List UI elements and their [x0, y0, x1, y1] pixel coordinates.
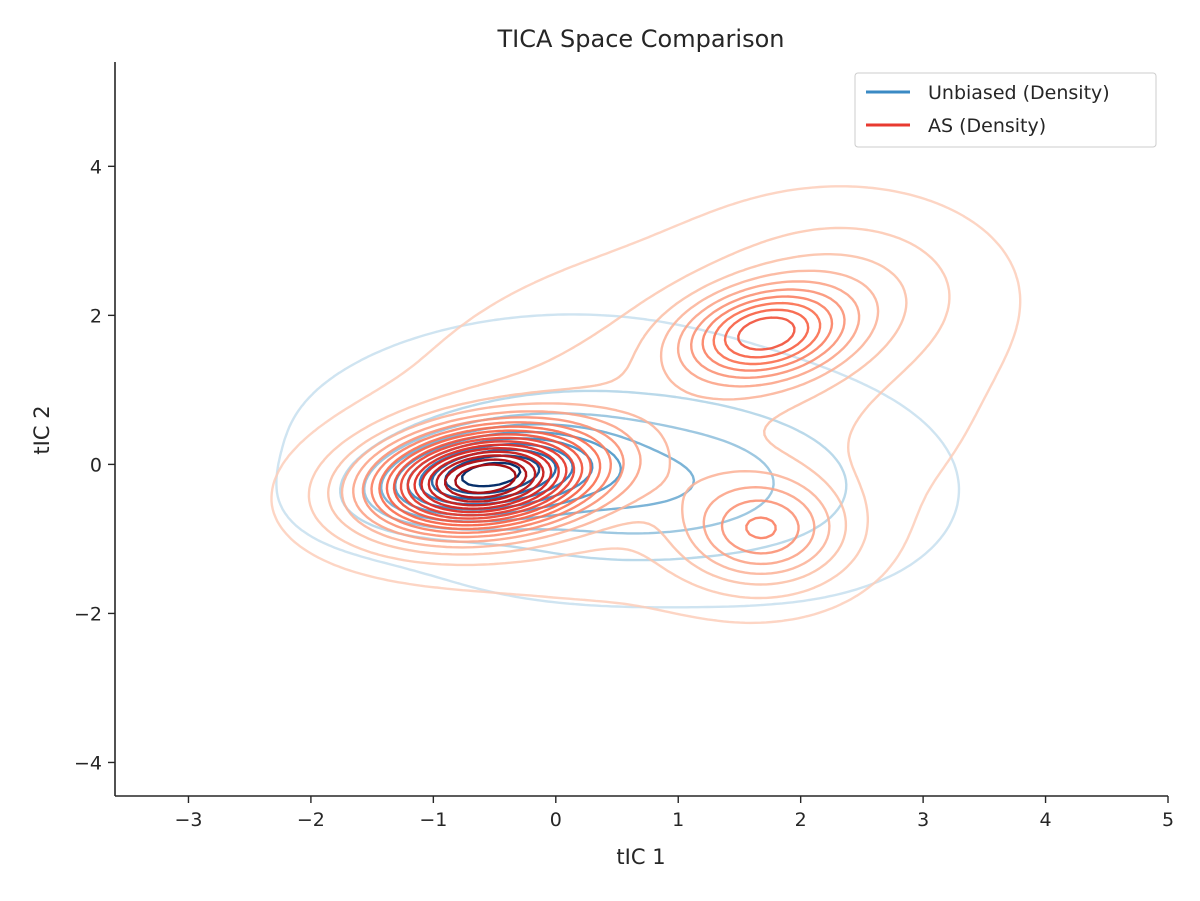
- contour-level: [406, 440, 568, 517]
- contour-level: [363, 412, 775, 535]
- y-ticks: −4 −2 0 2 4: [74, 156, 115, 774]
- x-ticks: −3 −2 −1 0 1 2 3 4 5: [174, 796, 1174, 831]
- legend: Unbiased (Density) AS (Density): [854, 72, 1157, 148]
- x-tick-label: 5: [1162, 809, 1174, 831]
- y-axis-title: tIC 2: [30, 405, 54, 454]
- legend-frame: [854, 72, 1157, 148]
- contour-level: [444, 458, 528, 499]
- contour-level: [427, 450, 545, 507]
- contour-level: [454, 463, 517, 494]
- y-tick-label: −4: [74, 752, 102, 774]
- chart-title: TICA Space Comparison: [496, 25, 784, 53]
- contour-level: [340, 269, 880, 575]
- contour-level: [399, 436, 576, 520]
- contour-level: [327, 253, 908, 586]
- contour-level: [370, 295, 834, 540]
- x-tick-label: 2: [795, 809, 807, 831]
- contour-level: [270, 185, 1022, 625]
- x-tick-label: 1: [672, 809, 684, 831]
- x-tick-label: −2: [297, 809, 325, 831]
- x-tick-label: 0: [550, 809, 562, 831]
- x-tick-label: 3: [917, 809, 929, 831]
- contour-level: [392, 316, 796, 524]
- legend-label-as: AS (Density): [928, 115, 1046, 137]
- x-tick-label: −1: [419, 809, 447, 831]
- y-tick-label: 4: [90, 156, 102, 178]
- contour-level: [385, 308, 810, 527]
- contour-level: [413, 443, 560, 514]
- legend-label-unbiased: Unbiased (Density): [928, 82, 1110, 104]
- x-tick-label: 4: [1040, 809, 1052, 831]
- contour-series-as: [270, 185, 1022, 625]
- contour-plot-area: [270, 185, 1022, 625]
- y-tick-label: −2: [74, 603, 102, 625]
- contour-level: [378, 301, 822, 531]
- y-tick-label: 0: [90, 454, 102, 476]
- y-tick-label: 2: [90, 305, 102, 327]
- contour-level: [420, 447, 553, 510]
- contour-level: [307, 226, 951, 600]
- contour-level: [435, 454, 537, 503]
- x-axis-title: tIC 1: [616, 845, 665, 869]
- contour-level: [352, 280, 861, 566]
- axes: [114, 62, 1168, 797]
- x-tick-label: −3: [174, 809, 202, 831]
- contour-level: [361, 288, 846, 555]
